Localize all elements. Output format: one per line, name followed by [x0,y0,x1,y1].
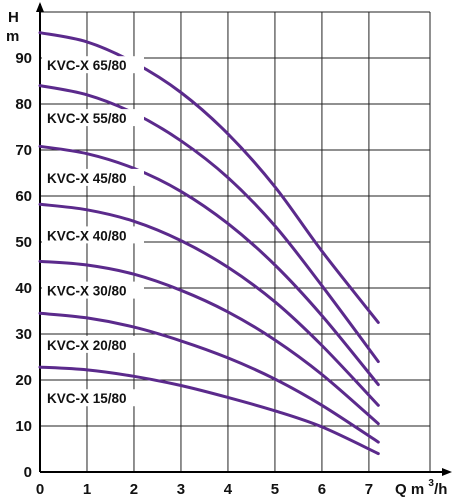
x-axis-arrow [442,468,452,476]
curve-label: KVC-X 20/80 [47,338,127,353]
y-tick-label: 10 [15,418,32,435]
series-line [38,311,380,444]
series-line [38,259,380,426]
x-axis-title-exponent: 3 [428,478,434,489]
series-line [38,31,380,324]
y-tick-label: 70 [15,142,32,159]
series-curves [38,31,380,456]
y-axis-title-symbol: H [8,9,19,26]
y-tick-label: 50 [15,234,32,251]
y-tick-label: 30 [15,326,32,343]
curve-label-bg [42,281,144,299]
x-axis-title: Q m 3 /h [395,473,447,498]
x-tick-labels: 0 1 2 3 4 5 6 7 [36,481,373,498]
curve-label-bg [42,335,144,353]
y-tick-label: 0 [24,464,32,481]
x-tick-label: 3 [177,481,185,498]
curve-labels: KVC-X 65/80 KVC-X 55/80 KVC-X 45/80 KVC-X 4… [42,56,144,407]
x-tick-label: 6 [318,481,326,498]
curve-label: KVC-X 45/80 [47,171,127,186]
y-tick-label: 40 [15,280,32,297]
series-line [38,202,380,407]
curve-label-bg [42,56,144,74]
y-axis-title-unit: m [6,28,19,45]
y-tick-label: 60 [15,188,32,205]
curve-label: KVC-X 15/80 [47,391,127,406]
curve-label-bg [42,226,144,244]
x-tick-label: 4 [224,481,233,498]
x-tick-label: 7 [365,481,373,498]
x-tick-label: 1 [83,481,91,498]
axes [36,2,452,476]
curve-label: KVC-X 55/80 [47,111,127,126]
curve-label: KVC-X 65/80 [47,58,127,73]
curve-label-bg [42,109,144,127]
series-line [38,144,380,387]
curve-label: KVC-X 40/80 [47,228,127,243]
curve-label-bg [42,168,144,186]
x-axis-title-suffix: /h [434,481,447,498]
x-tick-label: 0 [36,481,44,498]
x-tick-label: 2 [130,481,138,498]
curve-label-bg [42,389,144,407]
series-line [38,365,380,456]
y-tick-label: 20 [15,372,32,389]
curve-label: KVC-X 30/80 [47,284,127,299]
y-axis-arrow [36,2,44,12]
y-tick-labels: 0 10 20 30 40 50 60 70 80 90 [15,50,32,481]
y-tick-label: 90 [15,50,32,67]
x-axis-title-text: Q m [395,481,424,498]
y-tick-label: 80 [15,96,32,113]
series-line [38,84,380,364]
x-tick-label: 5 [271,481,279,498]
